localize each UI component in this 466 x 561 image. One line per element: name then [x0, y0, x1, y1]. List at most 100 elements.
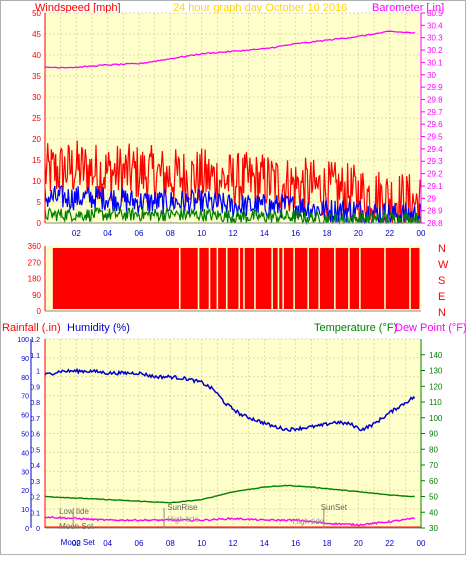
- barometer-tick-label: 29.5: [427, 133, 443, 142]
- temperature-tick-label: 130: [429, 367, 443, 376]
- wind-direction-bar: [244, 248, 255, 309]
- temperature-axis-label: Temperature (°F): [314, 322, 397, 334]
- barometer-tick-label: 29.3: [427, 157, 443, 166]
- top-x-tick-label: 08: [166, 229, 175, 238]
- graph-title: 24 hour graph day October 10 2016: [173, 2, 347, 14]
- rainfall-tick-label: 0.6: [30, 432, 40, 439]
- top-x-tick-label: 00: [417, 229, 426, 238]
- windspeed-tick-label: 30: [32, 93, 41, 102]
- wind-direction-bar: [308, 248, 319, 309]
- wind-direction-bar: [240, 248, 244, 309]
- rainfall-tick-label: 0.1: [30, 510, 40, 517]
- wind-direction-bar: [349, 248, 360, 309]
- humidity-tick-label: 80: [21, 375, 29, 382]
- temperature-tick-label: 110: [429, 398, 442, 407]
- wind-average-line: [44, 206, 422, 226]
- bottom-x-tick-label: 00: [417, 539, 426, 548]
- barometer-tick-label: 29.9: [427, 83, 443, 92]
- wind-direction-bar: [218, 248, 226, 309]
- wind-speed-line: [44, 185, 422, 225]
- compass-label: W: [438, 259, 449, 271]
- windspeed-tick-label: 15: [32, 156, 41, 165]
- windspeed-tick-label: 35: [32, 72, 41, 81]
- compass-label: E: [438, 291, 445, 303]
- humidity-tick-label: 70: [21, 394, 29, 401]
- bottom-x-tick-label: 22: [385, 539, 394, 548]
- top-x-tick-label: 22: [385, 229, 394, 238]
- humidity-tick-label: 50: [21, 432, 29, 439]
- event-annotation: Moon Set: [59, 522, 94, 531]
- bottom-x-tick-label: 04: [103, 539, 112, 548]
- barometer-tick-label: 29.4: [427, 145, 443, 154]
- temperature-tick-label: 100: [429, 414, 443, 423]
- rainfall-tick-label: 0.2: [30, 495, 40, 502]
- temperature-tick-label: 50: [429, 493, 438, 502]
- barometer-tick-label: 29.6: [427, 120, 443, 129]
- temperature-tick-label: 90: [429, 430, 438, 439]
- bottom-x-tick-label: 12: [229, 539, 238, 548]
- wind-direction-bar: [227, 248, 239, 309]
- bottom-x-tick-label: 02: [72, 539, 81, 548]
- wind-direction-bar: [283, 248, 294, 309]
- rainfall-axis-label: Rainfall (.in): [2, 322, 61, 334]
- direction-tick-label: 360: [28, 242, 42, 251]
- compass-label: N: [438, 243, 446, 255]
- compass-label: S: [438, 275, 445, 287]
- top-x-tick-label: 20: [354, 229, 363, 238]
- rainfall-tick-label: 0.4: [30, 463, 40, 470]
- temperature-tick-label: 30: [429, 524, 438, 533]
- barometer-tick-label: 29: [427, 194, 436, 203]
- windspeed-tick-label: 25: [32, 114, 41, 123]
- windspeed-tick-label: 5: [37, 198, 42, 207]
- bottom-x-tick-label: 20: [354, 539, 363, 548]
- event-annotation: SunRise: [167, 503, 198, 512]
- temperature-line: [45, 484, 415, 504]
- direction-tick-label: 180: [28, 275, 42, 284]
- wind-direction-bar: [385, 248, 410, 309]
- wind-direction-bar: [294, 248, 308, 309]
- humidity-tick-label: 100: [17, 337, 29, 344]
- barometer-tick-label: 28.9: [427, 207, 443, 216]
- direction-tick-label: 270: [28, 258, 42, 267]
- windspeed-tick-label: 10: [32, 177, 41, 186]
- wind-direction-bar: [279, 248, 283, 309]
- dewpoint-line: [44, 516, 415, 527]
- barometer-axis-label: Barometer [.in]: [372, 2, 444, 14]
- windspeed-tick-label: 0: [37, 219, 42, 228]
- rainfall-tick-label: 0.9: [30, 384, 40, 391]
- rainfall-tick-label: 1.2: [30, 337, 40, 344]
- windspeed-tick-label: 20: [32, 135, 41, 144]
- event-annotation: High tide: [167, 515, 199, 524]
- event-annotation: Moon Set: [61, 538, 96, 547]
- windspeed-axis-label: Windspeed [mph]: [35, 2, 121, 14]
- humidity-tick-label: 20: [21, 488, 29, 495]
- rainfall-tick-label: 0.8: [30, 400, 40, 407]
- rainfall-tick-label: 0: [36, 526, 40, 533]
- rainfall-tick-label: 0.7: [30, 416, 40, 423]
- compass-label: N: [438, 307, 446, 319]
- temperature-tick-label: 60: [429, 477, 438, 486]
- wind-direction-bar: [52, 248, 179, 309]
- windspeed-tick-label: 50: [32, 9, 41, 18]
- humidity-tick-label: 60: [21, 413, 29, 420]
- event-annotation: High tide: [293, 517, 325, 526]
- humidity-tick-label: 10: [21, 507, 29, 514]
- humidity-line: [44, 367, 416, 432]
- rainfall-tick-label: 0.3: [30, 479, 40, 486]
- wind-direction-bar: [335, 248, 349, 309]
- event-annotation: Low tide: [59, 507, 89, 516]
- rainfall-tick-label: 0.5: [30, 447, 40, 454]
- wind-direction-bar: [199, 248, 209, 309]
- barometer-tick-label: 29.2: [427, 170, 443, 179]
- temperature-tick-label: 40: [429, 508, 438, 517]
- wind-direction-bar: [319, 248, 335, 309]
- windspeed-tick-label: 45: [32, 30, 41, 39]
- barometer-tick-label: 29.7: [427, 108, 443, 117]
- bottom-x-tick-label: 14: [260, 539, 269, 548]
- wind-direction-bar: [180, 248, 198, 309]
- temperature-tick-label: 140: [429, 351, 443, 360]
- direction-tick-label: 0: [37, 307, 42, 316]
- top-x-tick-label: 18: [323, 229, 332, 238]
